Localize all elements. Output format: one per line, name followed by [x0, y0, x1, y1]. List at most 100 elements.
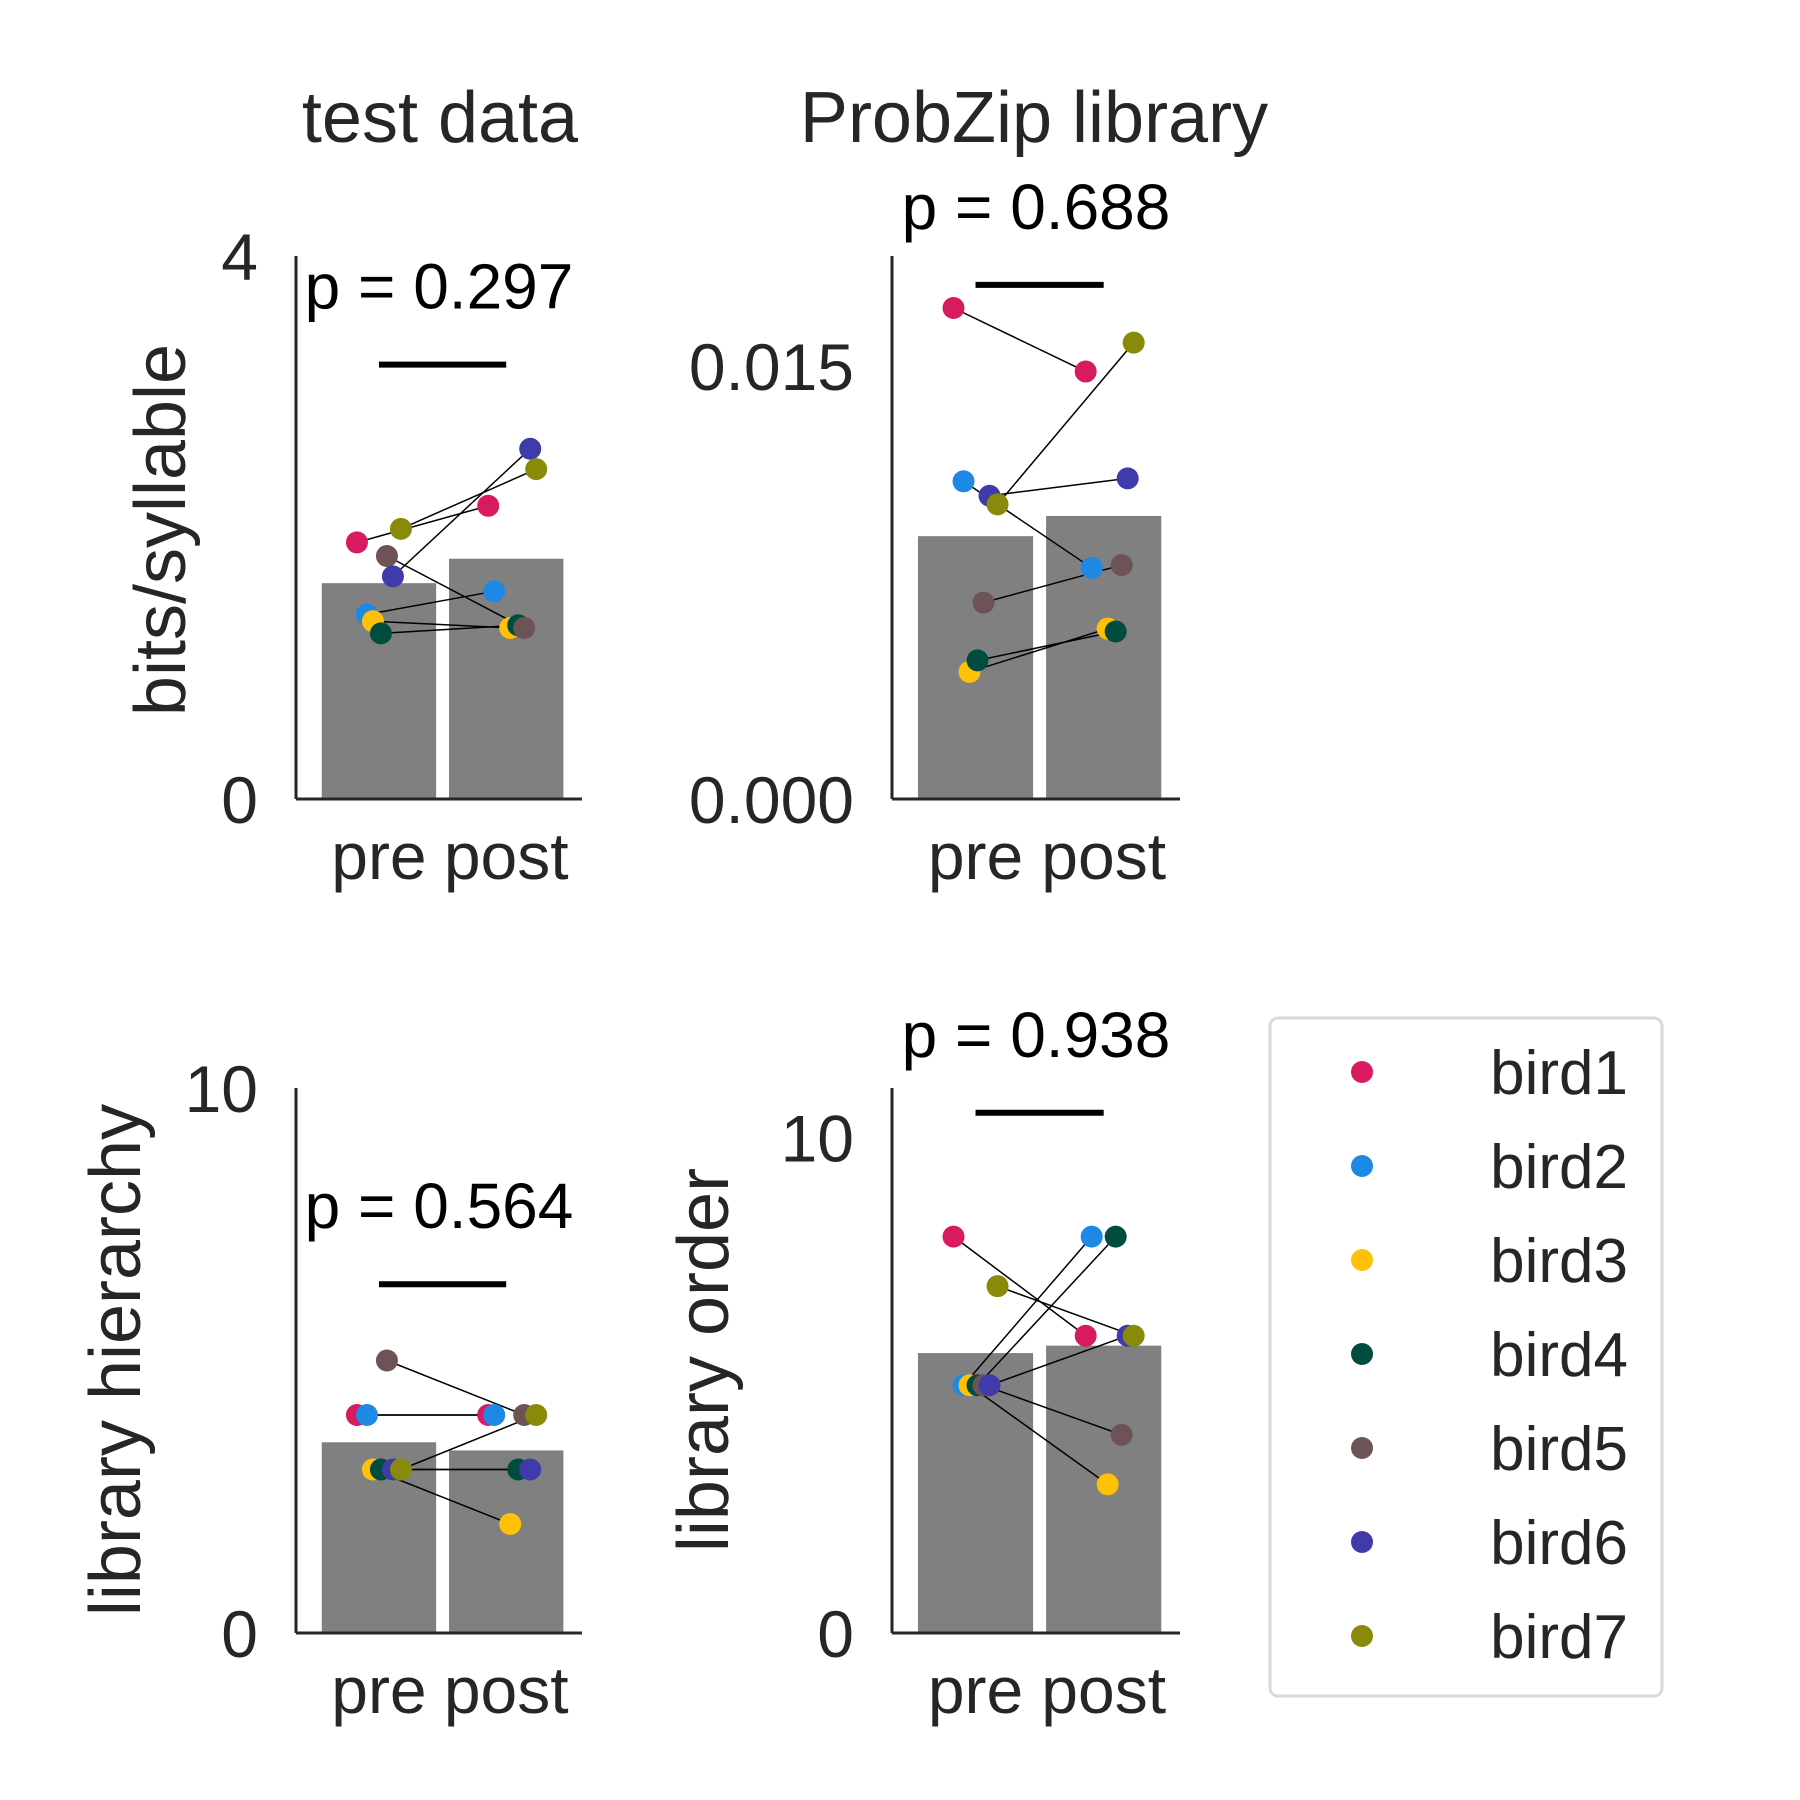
connector-bird5	[386, 1359, 525, 1416]
point-bird5-post	[1110, 554, 1133, 577]
point-bird3-post	[1096, 1473, 1119, 1496]
legend-marker-bird6	[1351, 1531, 1373, 1553]
bar-post	[449, 1450, 564, 1633]
connector-bird1	[356, 505, 489, 544]
legend-marker-bird4	[1351, 1343, 1373, 1365]
point-bird1-pre	[345, 531, 368, 554]
point-bird6-pre	[978, 1374, 1001, 1397]
y-tick-label: 0	[817, 1597, 854, 1671]
point-bird7-post	[1122, 331, 1145, 354]
legend-marker-bird1	[1351, 1061, 1373, 1083]
y-tick-label: 0.000	[689, 763, 854, 837]
x-tick-label: post	[444, 819, 569, 893]
legend-label-bird7: bird7	[1490, 1603, 1628, 1672]
point-bird2-pre	[355, 1404, 378, 1426]
point-bird7-post	[525, 1404, 548, 1426]
panel-probzip-library: 0.000 0.015 pre post p = 0.688	[689, 171, 1180, 893]
bar-post	[449, 558, 564, 799]
legend-label-bird2: bird2	[1490, 1133, 1628, 1202]
y-tick-label: 4	[221, 220, 258, 294]
legend-label-bird1: bird1	[1490, 1039, 1628, 1108]
point-bird5-post	[1110, 1423, 1133, 1446]
y-axis-label: library order	[664, 1168, 744, 1552]
x-tick-label: pre	[928, 1653, 1023, 1727]
legend-label-bird3: bird3	[1490, 1227, 1628, 1296]
x-tick-label: post	[1041, 819, 1166, 893]
point-bird2-post	[1080, 1225, 1103, 1248]
connector-bird6	[989, 477, 1128, 497]
point-bird4-post	[1104, 1225, 1127, 1248]
legend-marker-bird3	[1351, 1249, 1373, 1271]
connector-bird6	[989, 1335, 1128, 1386]
connector-bird4	[380, 624, 519, 635]
legend-marker-bird7	[1351, 1625, 1373, 1647]
point-bird5-pre	[972, 591, 995, 614]
p-value-label: p = 0.688	[902, 171, 1171, 243]
point-bird1-post	[1074, 1324, 1097, 1347]
x-tick-label: pre	[331, 1653, 426, 1727]
point-bird6-pre	[381, 565, 404, 588]
x-tick-label: pre	[928, 819, 1023, 893]
connector-bird4	[976, 1236, 1117, 1386]
y-tick-label: 0.015	[689, 330, 854, 404]
connector-bird7	[400, 468, 537, 530]
x-tick-label: post	[444, 1653, 569, 1727]
point-bird5-pre	[375, 545, 398, 568]
y-tick-label: 10	[781, 1102, 854, 1176]
column-title-left: test data	[302, 78, 579, 158]
bar-pre	[917, 1353, 1034, 1633]
point-bird1-post	[1074, 360, 1097, 383]
connector-bird2	[366, 590, 495, 616]
y-axis-label: bits/syllable	[121, 344, 201, 716]
legend-label-bird6: bird6	[1490, 1509, 1628, 1578]
point-bird2-post	[1080, 556, 1103, 579]
point-bird5-pre	[375, 1349, 398, 1372]
point-bird7-pre	[986, 493, 1009, 516]
connector-bird1	[953, 307, 1087, 373]
p-value-label: p = 0.564	[305, 1170, 574, 1242]
point-bird7-post	[1122, 1324, 1145, 1347]
y-axis-label: library hierarchy	[76, 1104, 156, 1616]
panel-library-hierarchy: 0 10 pre post library hierarchy p = 0.564	[76, 1052, 582, 1727]
point-bird6-post	[519, 1458, 542, 1481]
p-value-label: p = 0.938	[902, 999, 1171, 1071]
panel-library-order: 0 10 pre post library order p = 0.938	[664, 999, 1180, 1727]
p-value-label: p = 0.297	[305, 251, 574, 323]
point-bird7-post	[525, 458, 548, 481]
point-bird7-pre	[389, 1458, 412, 1481]
point-bird6-post	[1116, 467, 1139, 490]
connector-bird2	[962, 1236, 1093, 1386]
point-bird4-pre	[966, 649, 989, 672]
y-tick-label: 10	[185, 1052, 258, 1126]
point-bird7-pre	[986, 1275, 1009, 1298]
point-bird5-post	[513, 616, 536, 639]
legend-label-bird5: bird5	[1490, 1415, 1628, 1484]
connector-bird4	[977, 630, 1116, 662]
bar-post	[1046, 515, 1162, 799]
point-bird1-pre	[942, 1225, 965, 1248]
point-bird4-pre	[369, 622, 392, 645]
point-bird3-post	[499, 1513, 522, 1535]
y-tick-label: 0	[221, 763, 258, 837]
legend: bird1 bird2 bird3 bird4 bird5 bird6 bird7	[1268, 1016, 1664, 1698]
connector-bird7	[996, 342, 1135, 505]
panel-bits-per-syllable: 0 4 pre post bits/syllable p = 0.297	[121, 220, 582, 893]
point-bird1-pre	[942, 296, 965, 319]
legend-marker-bird5	[1351, 1437, 1373, 1459]
point-bird7-pre	[389, 517, 412, 540]
y-tick-label: 0	[221, 1597, 258, 1671]
point-bird2-post	[483, 580, 506, 603]
legend-label-bird4: bird4	[1490, 1321, 1628, 1390]
connector-bird7	[400, 1414, 537, 1471]
point-bird2-pre	[952, 470, 975, 493]
column-title-right: ProbZip library	[800, 78, 1268, 158]
legend-marker-bird2	[1351, 1155, 1373, 1177]
connector-bird3	[969, 627, 1108, 673]
point-bird1-post	[477, 494, 500, 517]
x-tick-label: pre	[331, 819, 426, 893]
x-tick-label: post	[1041, 1653, 1166, 1727]
connector-bird3	[969, 1384, 1109, 1485]
point-bird4-post	[1104, 620, 1127, 643]
connector-bird6	[392, 448, 531, 577]
